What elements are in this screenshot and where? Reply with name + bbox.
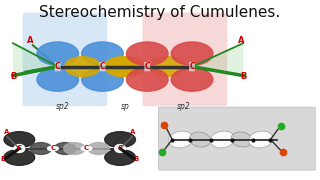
- Text: sp2: sp2: [56, 102, 69, 111]
- Text: sp: sp: [120, 102, 129, 111]
- Text: C: C: [117, 145, 123, 152]
- Text: C: C: [144, 62, 150, 71]
- Ellipse shape: [169, 131, 193, 148]
- FancyBboxPatch shape: [142, 13, 227, 106]
- FancyBboxPatch shape: [22, 13, 107, 106]
- Ellipse shape: [171, 42, 213, 65]
- Ellipse shape: [149, 57, 185, 76]
- Ellipse shape: [14, 145, 25, 152]
- Ellipse shape: [105, 149, 135, 165]
- Ellipse shape: [4, 132, 35, 148]
- Ellipse shape: [82, 42, 123, 65]
- Ellipse shape: [231, 132, 252, 147]
- Ellipse shape: [82, 68, 123, 91]
- Text: C: C: [84, 145, 89, 152]
- Text: C: C: [50, 145, 55, 152]
- Text: B: B: [133, 156, 139, 163]
- Text: C: C: [55, 62, 60, 71]
- Ellipse shape: [126, 42, 168, 65]
- Ellipse shape: [64, 143, 85, 154]
- Ellipse shape: [210, 131, 235, 148]
- Text: C: C: [100, 62, 105, 71]
- FancyBboxPatch shape: [158, 107, 315, 170]
- Text: C: C: [17, 145, 22, 152]
- Polygon shape: [192, 43, 243, 76]
- Ellipse shape: [115, 145, 125, 152]
- Ellipse shape: [37, 42, 78, 65]
- Ellipse shape: [249, 131, 273, 148]
- Ellipse shape: [65, 57, 100, 76]
- Text: B: B: [240, 72, 246, 81]
- Ellipse shape: [81, 146, 92, 151]
- Ellipse shape: [37, 68, 78, 91]
- Text: Stereochemistry of Cumulenes.: Stereochemistry of Cumulenes.: [39, 5, 281, 20]
- Ellipse shape: [88, 143, 109, 154]
- Ellipse shape: [171, 68, 213, 91]
- Ellipse shape: [105, 57, 140, 76]
- Ellipse shape: [109, 57, 145, 76]
- Polygon shape: [13, 43, 58, 76]
- Text: A: A: [27, 36, 33, 45]
- Ellipse shape: [189, 132, 211, 147]
- Ellipse shape: [126, 68, 168, 91]
- Text: C: C: [189, 62, 195, 71]
- Ellipse shape: [30, 143, 52, 154]
- Ellipse shape: [48, 146, 58, 151]
- Text: B: B: [1, 156, 6, 163]
- Text: sp2: sp2: [177, 102, 191, 111]
- Text: A: A: [238, 36, 245, 45]
- Ellipse shape: [4, 149, 35, 165]
- Text: A: A: [4, 129, 9, 136]
- Ellipse shape: [105, 132, 135, 148]
- Ellipse shape: [54, 143, 76, 154]
- Text: B: B: [10, 72, 16, 81]
- Text: A: A: [130, 129, 136, 136]
